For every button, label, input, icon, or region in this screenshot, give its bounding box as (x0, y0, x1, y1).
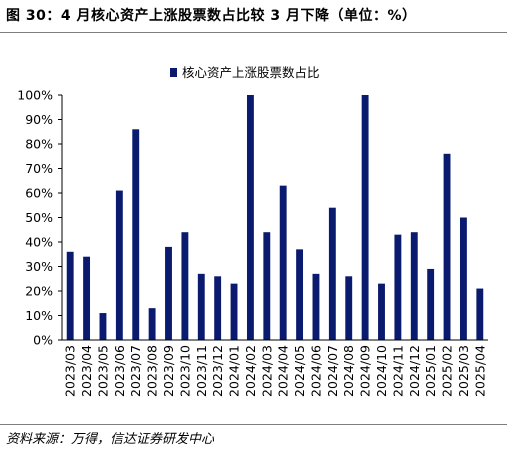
bar (197, 273, 205, 340)
bar (378, 283, 385, 340)
x-tick-label: 2025/04 (472, 345, 487, 397)
x-tick-label: 2023/10 (177, 345, 192, 397)
bar (246, 95, 254, 340)
y-tick-label: 0% (33, 333, 53, 348)
x-tick-label: 2024/06 (308, 345, 323, 397)
x-tick-label: 2023/08 (145, 345, 160, 397)
x-tick-label: 2024/01 (227, 345, 242, 397)
bar (476, 288, 484, 340)
y-tick-label: 10% (25, 308, 53, 323)
bar (459, 217, 467, 340)
x-tick-label: 2024/09 (358, 345, 373, 397)
bar-chart: 核心资产上涨股票数占比 0% 10% 20% 30% 40% 50% 60% 70% 80% 90… (17, 65, 488, 397)
x-tick-label: 2024/04 (276, 345, 291, 397)
x-tick-label: 2023/04 (79, 345, 94, 397)
bar (99, 313, 107, 340)
bar (230, 283, 238, 340)
y-tick-label: 100% (17, 88, 53, 103)
bar (361, 95, 369, 340)
y-tick-label: 90% (25, 112, 53, 127)
bar (410, 232, 418, 340)
x-tick-label: 2023/12 (210, 345, 225, 397)
x-tick-label: 2025/02 (440, 345, 455, 397)
bar (443, 153, 451, 340)
x-tick-label: 2023/05 (95, 345, 110, 397)
title-rule (0, 32, 507, 33)
y-tick-label: 30% (25, 259, 53, 274)
x-tick-label: 2023/09 (161, 345, 176, 397)
bar (66, 251, 74, 340)
bar (312, 273, 320, 340)
x-tick-label: 2025/01 (423, 345, 438, 397)
y-axis: 0% 10% 20% 30% 40% 50% 60% 70% 80% 90% 100% (17, 88, 63, 348)
bar (115, 190, 123, 340)
legend: 核心资产上涨股票数占比 (170, 65, 320, 80)
y-tick-label: 80% (25, 137, 53, 152)
source-note: 资料来源：万得，信达证券研发中心 (6, 432, 215, 447)
x-tick-label: 2024/08 (341, 345, 356, 397)
bar (165, 246, 172, 340)
legend-swatch (170, 68, 177, 77)
x-tick-label: 2024/12 (407, 345, 422, 397)
x-tick-label: 2024/02 (243, 345, 258, 397)
bar (83, 256, 91, 340)
y-tick-label: 60% (25, 186, 53, 201)
x-tick-label: 2023/11 (194, 345, 209, 397)
y-tick-label: 40% (25, 235, 53, 250)
bar (345, 276, 353, 340)
bar (214, 276, 222, 340)
bar (328, 207, 336, 340)
bar (296, 249, 304, 340)
bar (132, 129, 140, 340)
bar (263, 232, 271, 340)
x-tick-label: 2024/11 (390, 345, 405, 397)
bar (427, 268, 435, 340)
y-tick-label: 50% (25, 210, 53, 225)
legend-label: 核心资产上涨股票数占比 (182, 65, 320, 80)
bar (148, 308, 156, 340)
x-tick-label: 2023/07 (128, 345, 143, 397)
x-tick-label: 2024/10 (374, 345, 389, 397)
x-tick-label: 2024/07 (325, 345, 340, 397)
x-tick-label: 2024/03 (259, 345, 274, 397)
figure-title: 图 30：4 月核心资产上涨股票数占比较 3 月下降（单位：%） (6, 8, 417, 24)
y-tick-label: 70% (25, 161, 53, 176)
x-tick-label: 2023/06 (112, 345, 127, 397)
bar (394, 234, 402, 340)
bar (279, 185, 287, 340)
x-axis: 2023/03 2023/04 2023/05 2023/06 2023/07 2023/… (62, 339, 488, 397)
x-tick-label: 2023/03 (63, 345, 78, 397)
x-tick-label: 2024/05 (292, 345, 307, 397)
y-tick-label: 20% (25, 284, 53, 299)
source-rule (0, 424, 507, 425)
x-tick-label: 2025/03 (456, 345, 471, 397)
bar (181, 232, 189, 340)
bars (66, 95, 484, 340)
